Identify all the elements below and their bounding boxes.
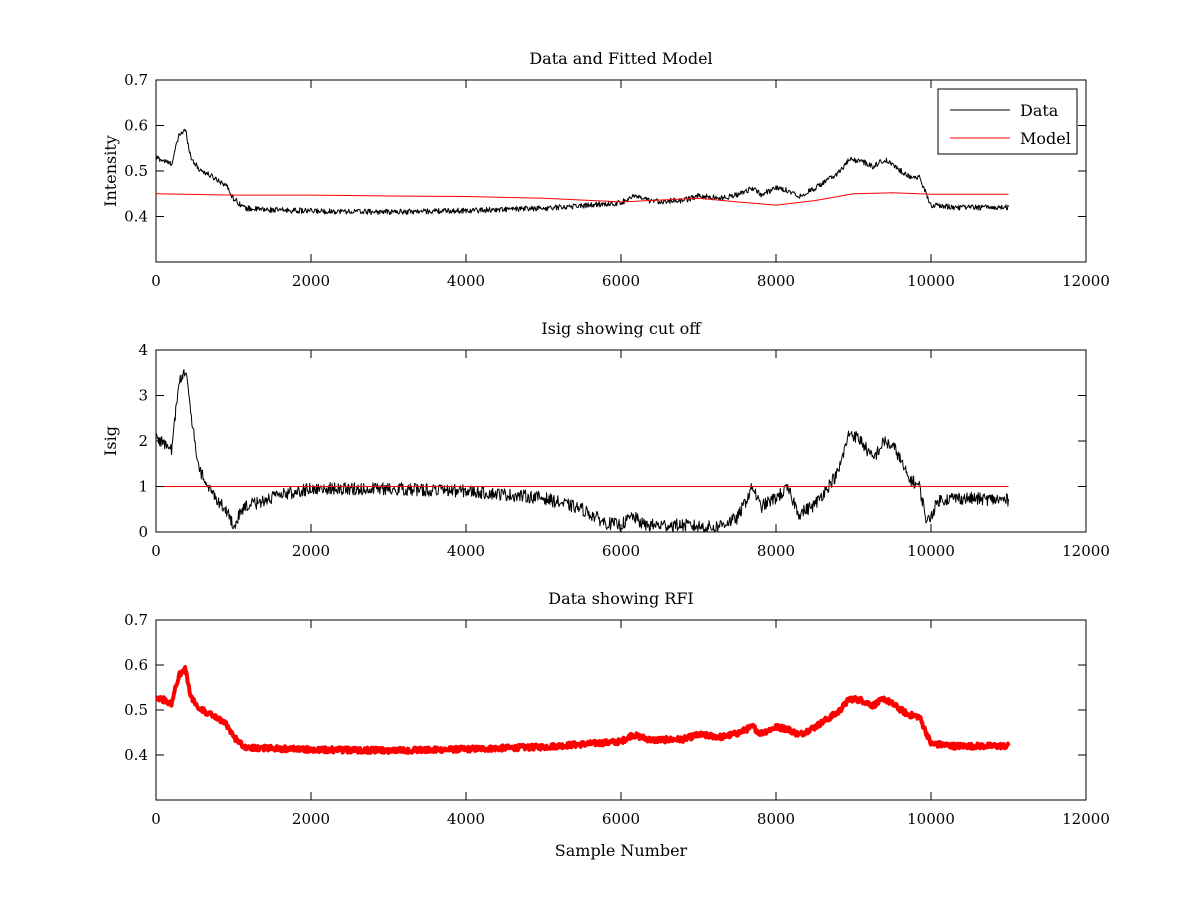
x-tick-label: 8000 (757, 272, 795, 290)
axes-box (155, 79, 1087, 263)
x-tick-label: 4000 (447, 542, 485, 560)
x-tick-label: 6000 (602, 272, 640, 290)
panel-2: 0 2000 4000 6000 8000 10000 12000 0 1 2 3 4 Isig sho… (101, 319, 1110, 560)
x-tick-label: 10000 (907, 542, 955, 560)
y-tick-label: 0.6 (124, 117, 148, 135)
x-tick-label: 6000 (602, 542, 640, 560)
y-tick-label: 4 (138, 341, 148, 359)
series-line-2 (156, 192, 1009, 206)
x-tick-label: 4000 (447, 810, 485, 828)
y-tick-label: 0.4 (124, 746, 148, 764)
panel-1: 0 2000 4000 6000 8000 10000 12000 0.4 0.5 0.6 0.7 D… (101, 49, 1110, 290)
y-tick-label: 0.7 (124, 611, 148, 629)
x-tick-label: 12000 (1062, 272, 1110, 290)
x-axis-label: Sample Number (555, 841, 688, 860)
y-tick-label: 2 (138, 432, 148, 450)
x-tick-label: 8000 (757, 542, 795, 560)
y-tick-label: 0.6 (124, 656, 148, 674)
series-line-1 (156, 665, 1011, 755)
x-tick-label: 8000 (757, 810, 795, 828)
legend-entry: Model (1020, 129, 1071, 148)
x-tick-label: 0 (151, 272, 161, 290)
chart-title: Isig showing cut off (541, 319, 702, 338)
chart-title: Data showing RFI (548, 589, 693, 608)
series-line-1 (156, 128, 1009, 216)
x-tick-label: 4000 (447, 272, 485, 290)
panel-3: 0 2000 4000 6000 8000 10000 12000 0.4 0.5 0.6 0.7 D… (124, 589, 1110, 860)
x-tick-label: 0 (151, 542, 161, 560)
legend-entry: Data (1020, 101, 1059, 120)
y-tick-label: 0 (138, 523, 148, 541)
y-tick-label: 3 (138, 387, 148, 405)
x-tick-label: 6000 (602, 810, 640, 828)
y-axis-label: Intensity (101, 135, 120, 207)
y-tick-label: 0.5 (124, 701, 148, 719)
y-tick-label: 0.5 (124, 162, 148, 180)
x-tick-label: 12000 (1062, 542, 1110, 560)
y-tick-label: 1 (138, 478, 148, 496)
y-tick-label: 0.7 (124, 71, 148, 89)
axes-box (155, 619, 1087, 801)
x-tick-label: 2000 (292, 272, 330, 290)
chart-title: Data and Fitted Model (529, 49, 712, 68)
legend-box (937, 88, 1078, 155)
x-tick-label: 12000 (1062, 810, 1110, 828)
y-tick-label: 0.4 (124, 208, 148, 226)
legend: Data Model (937, 88, 1078, 155)
series-line-1 (156, 369, 1009, 532)
x-tick-label: 0 (151, 810, 161, 828)
x-tick-label: 2000 (292, 542, 330, 560)
x-tick-label: 10000 (907, 272, 955, 290)
x-tick-label: 2000 (292, 810, 330, 828)
x-tick-label: 10000 (907, 810, 955, 828)
y-axis-label: Isig (101, 426, 120, 456)
